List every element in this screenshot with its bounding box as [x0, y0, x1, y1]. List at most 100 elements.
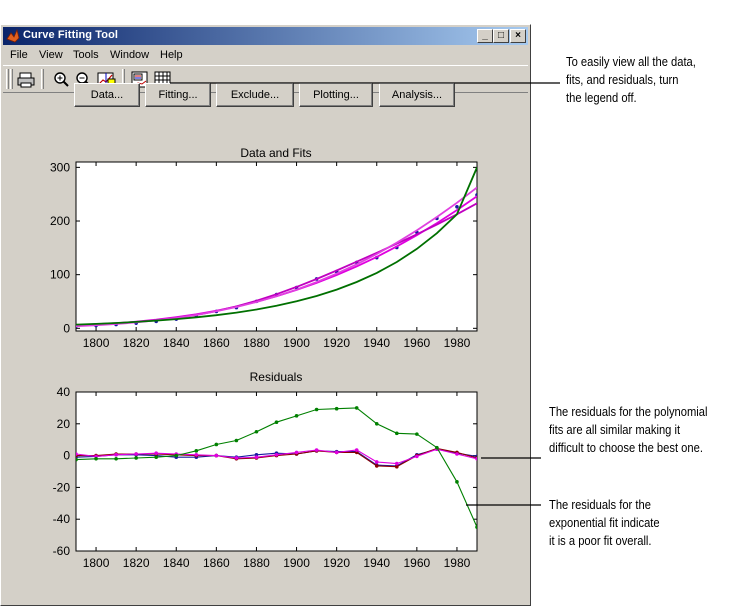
print-icon[interactable]: [16, 70, 36, 90]
exp-annotation: The residuals for the exponential fit in…: [549, 496, 660, 550]
data-point: [374, 422, 379, 426]
x-tick-label: 1900: [283, 336, 310, 350]
data-point: [294, 414, 299, 418]
data-point: [354, 448, 359, 452]
data-point: [415, 432, 419, 436]
data-point: [254, 429, 259, 434]
series-line: [76, 167, 477, 326]
data-point: [94, 456, 98, 461]
x-tick-label: 1920: [323, 336, 350, 350]
x-tick-label: 1860: [203, 336, 230, 350]
annotation-line: the legend off.: [566, 90, 637, 105]
data-point: [254, 455, 259, 459]
menu-tools[interactable]: Tools: [73, 49, 99, 61]
plot-area[interactable]: [75, 391, 478, 552]
y-tick-label: 20: [57, 417, 71, 431]
data-point: [475, 456, 477, 461]
exclude-button[interactable]: Exclude...: [216, 83, 294, 107]
annotation-line: fits, and residuals, turn: [566, 72, 679, 87]
x-tick-label: 1800: [83, 336, 110, 350]
residuals-title: Residuals: [249, 370, 303, 384]
data-point: [374, 460, 379, 464]
menu-help[interactable]: Help: [160, 49, 183, 61]
poly-annotation: The residuals for the polynomial fits ar…: [549, 403, 707, 457]
annotation-line: difficult to choose the best one.: [549, 440, 703, 455]
y-tick-label: 200: [50, 214, 70, 228]
annotation-line: exponential fit indicate: [549, 515, 660, 530]
matlab-logo-icon: [6, 29, 20, 43]
residuals-axes[interactable]: 1800 1820 1840 1860 1880 1900 1920 1940 1960 1980…: [53, 385, 479, 570]
series-group: [76, 406, 477, 529]
menu-file[interactable]: File: [10, 49, 28, 61]
toolbar-grip[interactable]: [10, 69, 13, 89]
data-point: [395, 431, 399, 436]
close-button[interactable]: ×: [510, 29, 526, 43]
x-tick-label: 1840: [163, 556, 190, 570]
x-tick-label: 1940: [363, 556, 390, 570]
y-tick-label: -60: [53, 544, 71, 558]
plot-area[interactable]: [75, 161, 478, 332]
data-point: [354, 406, 359, 410]
x-tick-label: 1900: [283, 556, 310, 570]
y-tick-label: 0: [63, 321, 70, 335]
data-point: [455, 452, 459, 456]
legend-annotation: To easily view all the data, fits, and r…: [566, 53, 696, 107]
data-point: [234, 438, 239, 443]
data-point: [174, 453, 179, 458]
annotation-line: To easily view all the data,: [566, 54, 696, 69]
data-point: [314, 448, 319, 452]
x-tick-label: 1980: [444, 336, 471, 350]
data-point: [334, 406, 339, 411]
toolbar-grip[interactable]: [6, 69, 9, 89]
zoom-in-icon[interactable]: [51, 70, 71, 90]
x-tick-label: 1980: [444, 556, 471, 570]
x-tick-label: 1940: [363, 336, 390, 350]
window-title: Curve Fitting Tool: [23, 29, 119, 41]
title-bar[interactable]: Curve Fitting Tool _ □ ×: [3, 27, 528, 45]
data-point: [194, 453, 199, 457]
x-tick-label: 1800: [83, 556, 110, 570]
toolbar-separator: [41, 69, 44, 89]
data-point: [134, 456, 138, 460]
data-point: [154, 451, 158, 456]
data-point: [334, 450, 339, 455]
series-group: [76, 167, 477, 329]
maximize-button[interactable]: □: [493, 29, 509, 43]
data-point: [274, 420, 279, 425]
data-point: [214, 442, 219, 447]
data-point: [374, 464, 379, 468]
y-tick-label: -20: [53, 480, 71, 494]
data-point: [435, 445, 439, 450]
toolbar-separator: [122, 69, 125, 89]
x-tick-label: 1880: [243, 556, 270, 570]
minimize-button[interactable]: _: [477, 29, 493, 43]
annotation-line: The residuals for the: [549, 497, 651, 512]
data-point: [274, 453, 279, 457]
x-tick-label: 1960: [403, 556, 430, 570]
data-point: [395, 464, 399, 469]
x-tick-label: 1920: [323, 556, 350, 570]
annotation-line: The residuals for the polynomial: [549, 404, 708, 419]
y-tick-label: 100: [50, 268, 70, 282]
y-tick-label: 0: [63, 449, 70, 463]
x-tick-label: 1960: [403, 336, 430, 350]
data-cursor-icon[interactable]: [96, 70, 116, 90]
y-tick-label: -40: [53, 512, 71, 526]
y-tick-label: 300: [50, 160, 70, 174]
x-tick-label: 1840: [163, 336, 190, 350]
fitting-button[interactable]: Fitting...: [145, 83, 211, 107]
data-button[interactable]: Data...: [74, 83, 140, 107]
data-point: [154, 455, 158, 459]
data-point: [294, 450, 299, 455]
annotation-line: fits are all similar making it: [549, 422, 681, 437]
annotation-line: it is a poor fit overall.: [549, 533, 652, 548]
menu-view[interactable]: View: [39, 49, 63, 61]
menu-window[interactable]: Window: [110, 49, 150, 61]
data-and-fits-axes[interactable]: 1800 1820 1840 1860 1880 1900 1920 1940 1960 1980…: [50, 160, 479, 350]
x-tick-label: 1880: [243, 336, 270, 350]
x-tick-label: 1820: [123, 556, 150, 570]
x-tick-label: 1820: [123, 336, 150, 350]
data-point: [395, 461, 399, 466]
data-point: [76, 457, 78, 462]
